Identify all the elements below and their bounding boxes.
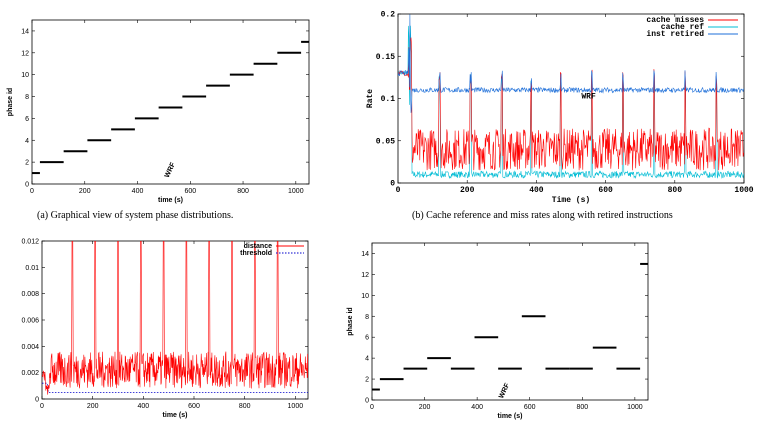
x-tick-label: 400 [137, 403, 149, 410]
x-tick-label: 400 [471, 404, 483, 411]
y-tick-label: 0.1 [381, 95, 396, 104]
legend-label: threshold [240, 250, 272, 257]
legend-label: distance [244, 243, 273, 250]
series-group [42, 241, 308, 395]
x-tick-label: 200 [79, 188, 91, 195]
x-tick-label: 600 [524, 404, 536, 411]
x-tick-label: 1000 [627, 404, 643, 411]
y-tick-label: 0 [390, 180, 395, 189]
y-tick-label: 14 [21, 28, 29, 35]
y-tick-label: 0.01 [25, 265, 39, 272]
panel-c-distance-chart: 0 200 400 600 800 1000 0 0.002 0.004 0.006 0.008 0.… [21, 239, 309, 419]
y-tick-label: 10 [361, 293, 369, 300]
x-tick-label: 1000 [288, 403, 304, 410]
series-group [398, 14, 744, 179]
y-tick-label: 2 [25, 160, 29, 167]
x-axis-label: Time (s) [552, 196, 590, 205]
series-line-distance [42, 241, 308, 395]
series-line-cache-misses [398, 37, 744, 171]
x-tick-label: 200 [87, 403, 99, 410]
y-tick-label: 12 [21, 50, 29, 57]
y-tick-label: 0.008 [21, 291, 39, 298]
caption-a: (a) Graphical view of system phase distr… [37, 210, 233, 221]
x-tick-label: 800 [576, 404, 588, 411]
y-tick-label: 0.006 [21, 318, 39, 325]
y-tick-label: 0.004 [21, 344, 39, 351]
x-axis-label: time (s) [498, 413, 523, 420]
y-tick-label: 6 [365, 335, 369, 342]
y-tick-label: 8 [25, 94, 29, 101]
series-line-cache-ref [398, 25, 744, 179]
x-tick-label: 0 [30, 188, 34, 195]
x-tick-label: 600 [598, 186, 613, 195]
x-tick-label: 0 [396, 186, 401, 195]
x-tick-label: 400 [132, 188, 144, 195]
x-tick-label: 400 [529, 186, 544, 195]
panel-d-phase-chart: 0 200 400 600 800 1000 0 2 4 6 8 10 12 14 time (s) phas… [347, 242, 649, 420]
y-tick-label: 0.15 [376, 53, 395, 62]
y-tick-label: 12 [361, 272, 369, 279]
y-tick-label: 2 [365, 377, 369, 384]
y-axis-label: phase id [347, 307, 354, 335]
x-tick-label: 1000 [734, 186, 753, 195]
x-axis-label: time (s) [163, 412, 188, 419]
x-tick-label: 200 [419, 404, 431, 411]
x-tick-label: 1000 [288, 188, 304, 195]
y-tick-label: 4 [25, 138, 29, 145]
series-line-threshold [42, 382, 308, 393]
caption-b: (b) Cache reference and miss rates along… [412, 210, 673, 221]
x-tick-label: 800 [237, 188, 249, 195]
x-tick-label: 800 [239, 403, 251, 410]
y-tick-label: 4 [365, 356, 369, 363]
y-tick-label: 0.002 [21, 370, 39, 377]
y-tick-label: 0.012 [21, 239, 39, 246]
x-tick-label: 600 [188, 403, 200, 410]
y-tick-label: 0 [35, 397, 39, 404]
x-tick-label: 0 [370, 404, 374, 411]
legend-label: cache ref [661, 23, 704, 32]
y-tick-label: 0 [365, 398, 369, 405]
x-axis-label: time (s) [158, 197, 183, 204]
panel-b-cache-chart: 0 200 400 600 800 1000 0 0.05 0.1 0.15 0.2 Time (s)… [366, 11, 754, 206]
y-tick-label: 10 [21, 72, 29, 79]
plot-frame [371, 242, 649, 401]
x-tick-label: 600 [184, 188, 196, 195]
y-axis-label: Rate [366, 89, 375, 108]
y-tick-label: 8 [365, 314, 369, 321]
series-line-inst-retired [398, 14, 744, 113]
plot-frame [31, 19, 310, 185]
annotation-label: WRF [164, 161, 177, 179]
y-tick-label: 6 [25, 116, 29, 123]
x-tick-label: 0 [40, 403, 44, 410]
panel-a-phase-chart: 0 200 400 600 800 1000 0 2 4 6 8 10 12 14 time (s) phas… [7, 19, 310, 204]
x-tick-label: 200 [460, 186, 475, 195]
annotation-label: WRF [581, 93, 596, 102]
x-tick-label: 800 [668, 186, 683, 195]
y-tick-label: 14 [361, 251, 369, 258]
legend-label: inst retired [646, 30, 704, 39]
annotation-label: WRF [498, 382, 511, 400]
legend-label: cache misses [646, 16, 704, 25]
y-tick-label: 0 [25, 182, 29, 189]
y-tick-label: 0.05 [376, 137, 395, 146]
y-tick-label: 0.2 [381, 11, 396, 20]
y-axis-label: phase id [7, 88, 14, 116]
